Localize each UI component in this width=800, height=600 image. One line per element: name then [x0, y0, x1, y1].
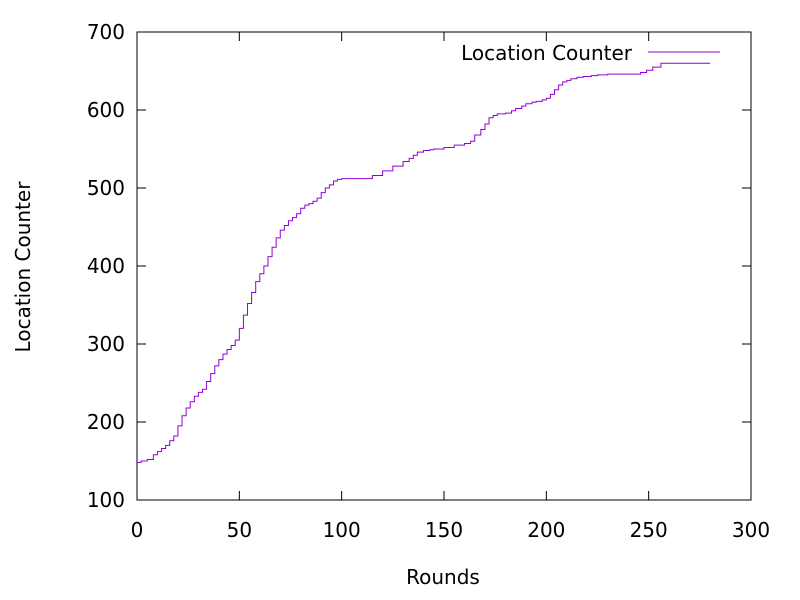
y-axis-title: Location Counter: [11, 181, 35, 353]
x-axis-title: Rounds: [406, 565, 480, 589]
y-tick-label: 400: [87, 254, 125, 278]
axis-ticks: [136, 31, 752, 501]
legend: Location Counter: [461, 41, 720, 65]
y-tick-label: 100: [87, 488, 125, 512]
y-tick-label: 300: [87, 332, 125, 356]
x-tick-label: 150: [425, 518, 463, 542]
x-tick-label: 300: [732, 518, 770, 542]
series-layer: [137, 62, 711, 464]
series-line: [137, 62, 711, 464]
x-tick-label: 200: [527, 518, 565, 542]
x-tick-label: 0: [131, 518, 144, 542]
legend-label: Location Counter: [461, 41, 633, 65]
y-tick-label: 700: [87, 20, 125, 44]
x-tick-label: 50: [227, 518, 252, 542]
axis-tick-labels: 0 50 100 150 200 250 300 100 200 300 400 500 600 700: [87, 20, 770, 542]
y-tick-label: 200: [87, 410, 125, 434]
y-tick-label: 600: [87, 98, 125, 122]
x-tick-label: 250: [630, 518, 668, 542]
x-tick-label: 100: [323, 518, 361, 542]
y-tick-label: 500: [87, 176, 125, 200]
